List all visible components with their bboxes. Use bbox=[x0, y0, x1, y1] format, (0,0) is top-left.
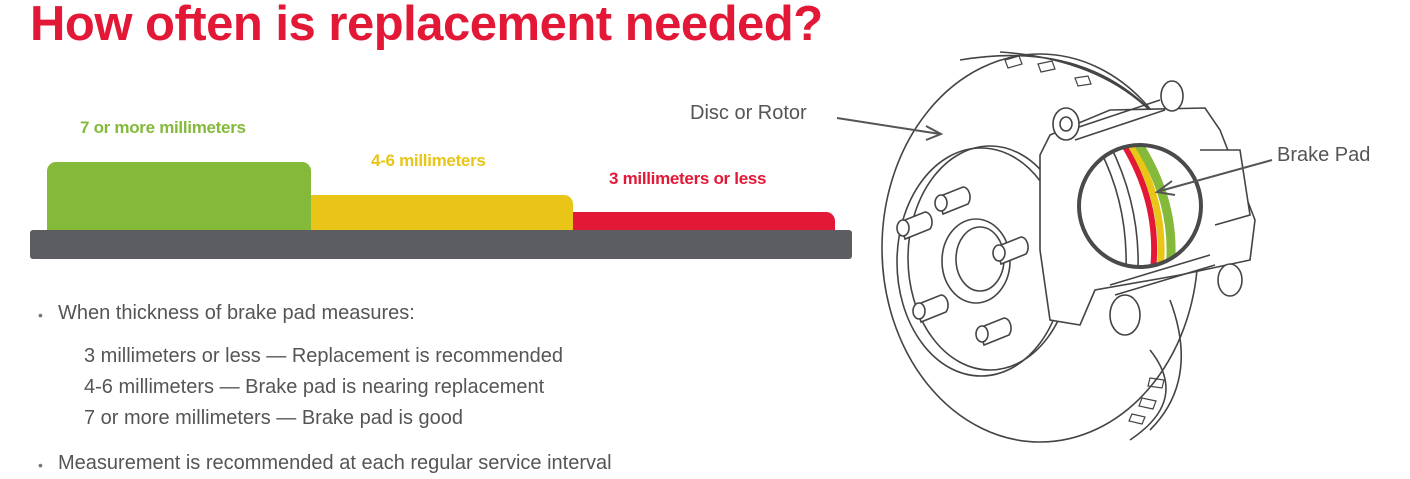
bar-nearing bbox=[311, 195, 573, 232]
rotor-label: Disc or Rotor bbox=[690, 102, 807, 124]
notes-intro: When thickness of brake pad measures: bbox=[58, 302, 415, 324]
magnifier-icon bbox=[1077, 143, 1203, 269]
note-line-nearing: 4-6 millimeters — Brake pad is nearing r… bbox=[84, 376, 545, 398]
pad-arrow-icon bbox=[1154, 159, 1273, 196]
bullet-icon: • bbox=[38, 457, 43, 473]
bar-replace bbox=[573, 212, 835, 232]
note-line-good: 7 or more millimeters — Brake pad is goo… bbox=[84, 407, 464, 429]
label-nearing: 4-6 millimeters bbox=[371, 151, 486, 170]
rotor-arrow-icon bbox=[836, 117, 944, 141]
pad-backing-plate bbox=[30, 230, 852, 259]
bar-good bbox=[47, 162, 311, 232]
page-title: How often is replacement needed? bbox=[30, 0, 823, 51]
label-good: 7 or more millimeters bbox=[80, 118, 246, 137]
pad-label: Brake Pad bbox=[1277, 144, 1371, 166]
note-line-replace: 3 millimeters or less — Replacement is r… bbox=[84, 345, 564, 367]
notes-footer: Measurement is recommended at each regul… bbox=[58, 452, 612, 474]
bullet-icon: • bbox=[38, 307, 43, 323]
label-replace: 3 millimeters or less bbox=[609, 169, 767, 188]
